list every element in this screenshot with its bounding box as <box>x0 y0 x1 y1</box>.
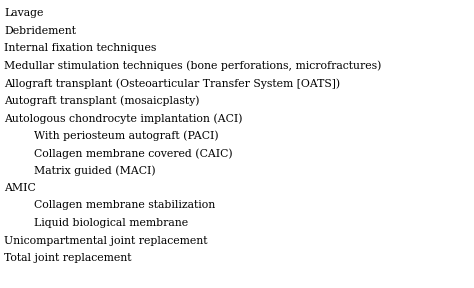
Text: Allograft transplant (Osteoarticular Transfer System [OATS]): Allograft transplant (Osteoarticular Tra… <box>4 78 340 89</box>
Text: Collagen membrane stabilization: Collagen membrane stabilization <box>34 200 215 211</box>
Text: Autologous chondrocyte implantation (ACI): Autologous chondrocyte implantation (ACI… <box>4 113 243 124</box>
Text: Internal fixation techniques: Internal fixation techniques <box>4 43 156 53</box>
Text: AMIC: AMIC <box>4 183 36 193</box>
Text: Liquid biological membrane: Liquid biological membrane <box>34 218 188 228</box>
Text: Matrix guided (MACI): Matrix guided (MACI) <box>34 166 155 176</box>
Text: Lavage: Lavage <box>4 8 44 18</box>
Text: Debridement: Debridement <box>4 26 76 35</box>
Text: Unicompartmental joint replacement: Unicompartmental joint replacement <box>4 236 208 245</box>
Text: Collagen membrane covered (CAIC): Collagen membrane covered (CAIC) <box>34 148 233 159</box>
Text: Total joint replacement: Total joint replacement <box>4 253 131 263</box>
Text: With periosteum autograft (PACI): With periosteum autograft (PACI) <box>34 130 219 141</box>
Text: Medullar stimulation techniques (bone perforations, microfractures): Medullar stimulation techniques (bone pe… <box>4 60 382 71</box>
Text: Autograft transplant (mosaicplasty): Autograft transplant (mosaicplasty) <box>4 96 200 106</box>
